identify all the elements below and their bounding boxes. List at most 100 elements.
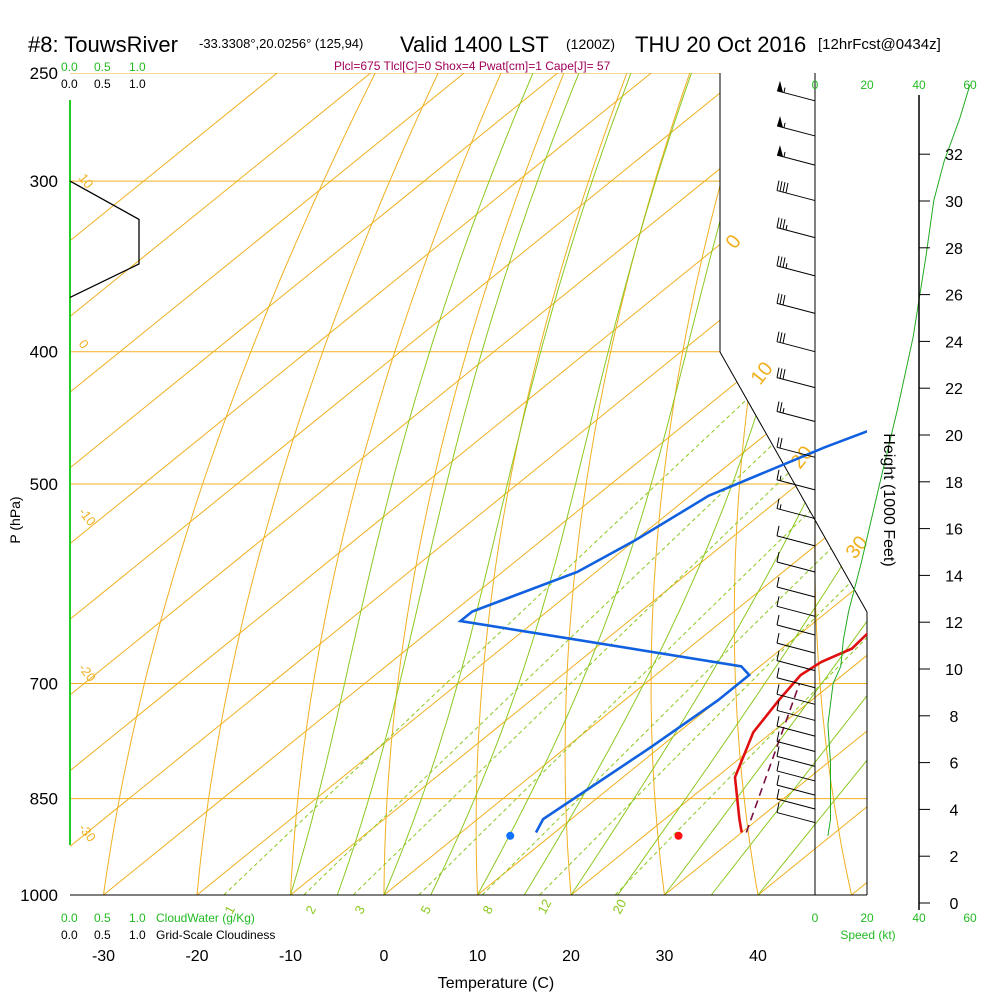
wind-barb — [776, 760, 816, 782]
wind-barb — [776, 255, 816, 277]
wind-barb-staff — [776, 227, 816, 239]
dry-adiabat-label: -10 — [76, 505, 99, 529]
mixing-ratio-line — [481, 351, 867, 895]
wind-speed-line — [827, 84, 971, 836]
wind-barb-flag — [776, 632, 780, 644]
series-dewpoint-line — [457, 429, 867, 834]
wind-barb-half — [783, 122, 786, 128]
height-tick-label: 12 — [945, 615, 963, 632]
pressure-axis: 250 300 400 500 700 850 1000 — [20, 64, 58, 905]
temperature-tick-label: 10 — [469, 948, 487, 965]
wind-barb-flag — [785, 182, 789, 194]
wind-barb-flag — [779, 438, 783, 449]
wind-barb — [776, 684, 816, 705]
wind-barb-flag — [779, 368, 783, 379]
isotherm-line — [196, 73, 867, 895]
mixing-ratio-line — [418, 351, 867, 895]
wind-barb-flag — [779, 294, 783, 305]
pressure-tick-label: 400 — [30, 343, 58, 362]
bottom-black-1: 0.5 — [94, 928, 111, 942]
height-tick-label: 20 — [945, 428, 963, 445]
bottom-green-0: 0.0 — [61, 911, 78, 925]
temperature-tick-label: 0 — [380, 948, 389, 965]
surface-dewpoint-point — [506, 831, 515, 840]
isotherm-line — [664, 73, 867, 895]
wind-barb — [776, 632, 816, 654]
cloudiness-label: Grid-Scale Cloudiness — [156, 928, 275, 942]
wind-barb-flag — [776, 731, 780, 742]
wind-barb-staff — [776, 411, 816, 423]
moist-adiabat-line — [617, 73, 867, 895]
height-tick-label: 8 — [950, 709, 959, 726]
wind-barb — [776, 700, 816, 721]
wind-barb-staff — [776, 605, 816, 617]
wind-barb-staff — [776, 508, 816, 520]
height-tick-label: 24 — [945, 334, 963, 351]
wind-barb-flag — [776, 525, 780, 536]
speed-top-0: 0 — [812, 78, 819, 92]
wind-barbs — [776, 80, 816, 824]
x-axis-label: Temperature (C) — [438, 975, 554, 992]
top-black-1: 0.5 — [94, 77, 111, 91]
series-layer — [457, 429, 867, 834]
speed-scale-top: 0 20 40 60 — [812, 78, 977, 92]
cloud-profile-line — [69, 180, 140, 298]
moist-adiabat-line — [570, 73, 867, 895]
top-black-0: 0.0 — [61, 77, 78, 91]
wind-barb — [776, 788, 816, 810]
dry-adiabat-label: 10 — [76, 171, 97, 192]
wind-barb-staff — [776, 446, 816, 458]
dry-adiabat-line — [103, 73, 376, 895]
wind-barb-half — [783, 87, 786, 93]
wind-barb-flag — [776, 596, 780, 607]
dry-adiabat-label: -30 — [76, 821, 99, 845]
wind-barb — [776, 716, 816, 737]
wind-barb-half — [779, 475, 782, 481]
mixing-ratio-label: 12 — [534, 897, 554, 917]
wind-barb-staff — [776, 90, 816, 102]
bottom-black-2: 1.0 — [129, 928, 146, 942]
wind-barb — [776, 775, 816, 796]
wind-barb-pennant — [777, 80, 783, 93]
speed-bottom-60: 60 — [963, 911, 977, 925]
dry-adiabat-line — [650, 73, 754, 895]
wind-barb-flag — [776, 401, 780, 412]
wind-barb-pennant — [777, 145, 783, 157]
wind-barb-flag — [776, 498, 780, 509]
temperature-tick-label: 30 — [656, 948, 674, 965]
dry-adiabat-line — [969, 73, 1000, 895]
pressure-tick-label: 700 — [30, 675, 58, 694]
top-green-2: 1.0 — [129, 60, 146, 74]
wind-barb-staff — [776, 535, 816, 547]
mixing-ratio-line — [223, 351, 798, 895]
height-tick-label: 0 — [950, 896, 959, 913]
wind-barb-staff — [776, 725, 816, 737]
wind-barb — [776, 614, 816, 636]
wind-barb — [776, 667, 816, 689]
wind-barb-flag — [779, 332, 783, 343]
wind-barb — [776, 802, 816, 824]
wind-barb-flag — [776, 746, 780, 757]
moist-adiabat-line — [383, 73, 632, 895]
height-tick-label: 6 — [950, 756, 959, 773]
y-axis-label: P (hPa) — [7, 496, 23, 543]
wind-barb-flag — [779, 256, 783, 267]
mixing-ratio-label: 20 — [609, 897, 629, 917]
bottom-green-1: 0.5 — [94, 911, 111, 925]
height-tick-label: 32 — [945, 147, 963, 164]
speed-top-20: 20 — [860, 78, 874, 92]
wind-barb — [776, 145, 816, 166]
speed-bottom-40: 40 — [912, 911, 926, 925]
wind-barb — [776, 551, 816, 573]
pressure-tick-label: 300 — [30, 172, 58, 191]
wind-barb-half — [785, 263, 788, 269]
top-green-1: 0.5 — [94, 60, 111, 74]
mixing-ratio-label: 8 — [479, 903, 496, 916]
height-tick-label: 18 — [945, 475, 963, 492]
wind-barb — [776, 217, 816, 239]
moist-adiabat-line — [336, 73, 580, 895]
pressure-tick-label: 500 — [30, 475, 58, 494]
height-tick-label: 28 — [945, 241, 963, 258]
